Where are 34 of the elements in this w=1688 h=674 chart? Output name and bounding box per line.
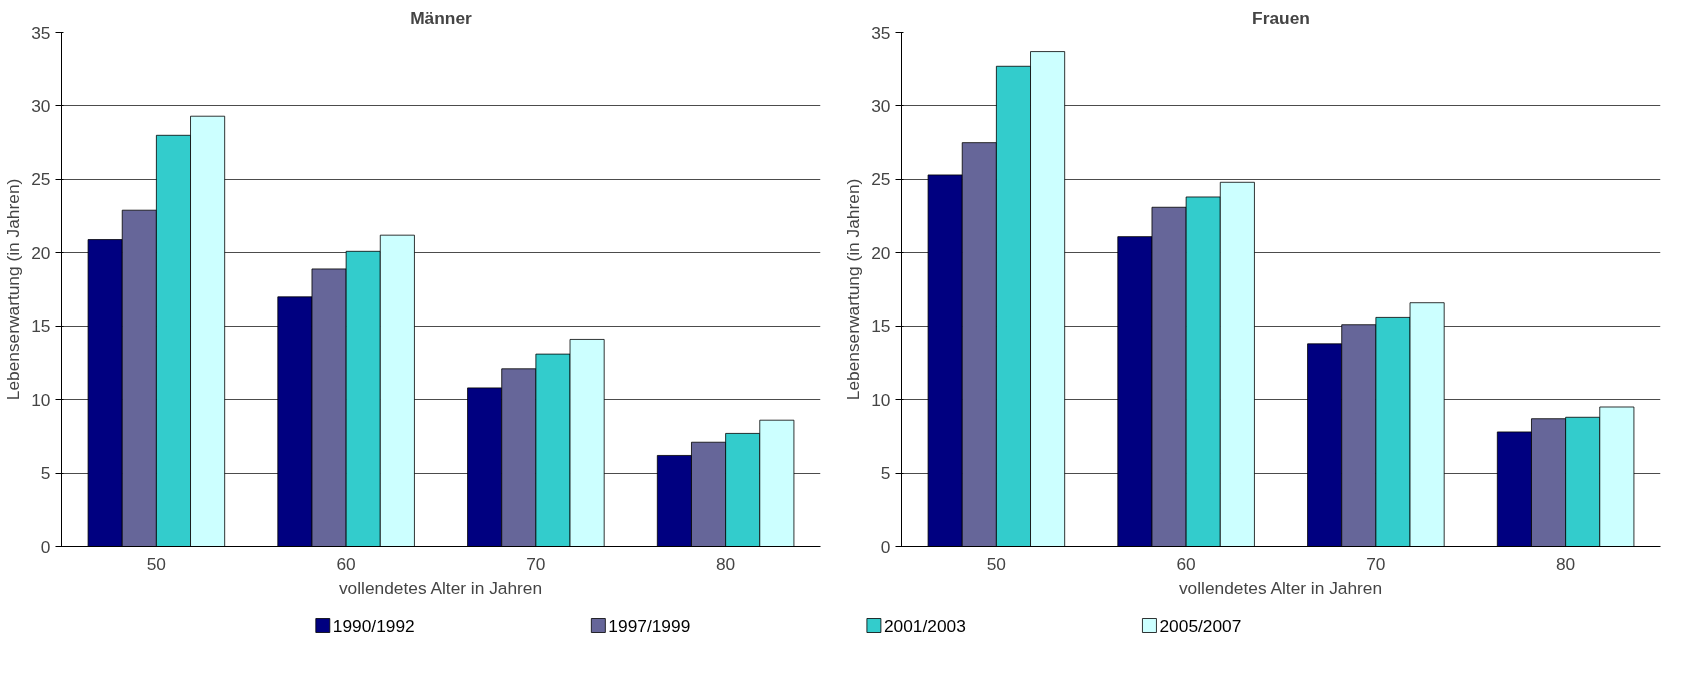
x-tick-label: 80 (1555, 553, 1576, 574)
y-tick-label: 0 (880, 536, 891, 557)
y-tick-label: 10 (871, 389, 891, 410)
y-tick-label: 25 (31, 169, 51, 190)
legend-label: 1990/1992 (332, 615, 415, 636)
x-axis-title: vollendetes Alter in Jahren (338, 577, 543, 598)
y-tick-label: 15 (871, 316, 891, 337)
x-axis-title: vollendetes Alter in Jahren (1178, 577, 1383, 598)
y-tick-label: 30 (31, 95, 51, 116)
legend-label: 1997/1999 (608, 615, 691, 636)
y-tick-label: 30 (871, 95, 891, 116)
legend-label: 2001/2003 (883, 615, 966, 636)
y-tick-label: 10 (31, 389, 51, 410)
y-tick-label: 35 (31, 22, 51, 43)
x-tick-label: 50 (986, 553, 1007, 574)
y-tick-label: 15 (31, 316, 51, 337)
x-tick-label: 50 (146, 553, 167, 574)
x-tick-label: 70 (1366, 553, 1386, 574)
chart-title: Männer (410, 7, 473, 28)
x-tick-label: 60 (1176, 553, 1196, 574)
y-tick-label: 0 (40, 536, 51, 557)
chart-title: Frauen (1252, 7, 1310, 28)
x-tick-label: 70 (526, 553, 546, 574)
y-tick-label: 20 (31, 242, 51, 263)
y-axis-title: Lebenserwartung (in Jahren) (843, 178, 864, 401)
x-tick-label: 60 (336, 553, 356, 574)
y-tick-label: 20 (871, 242, 891, 263)
x-tick-label: 80 (715, 553, 736, 574)
y-axis-title: Lebenserwartung (in Jahren) (3, 178, 24, 401)
y-tick-label: 25 (871, 169, 891, 190)
y-tick-label: 35 (871, 22, 891, 43)
legend-label: 2005/2007 (1159, 615, 1242, 636)
y-tick-label: 5 (880, 463, 891, 484)
y-tick-label: 5 (40, 463, 51, 484)
